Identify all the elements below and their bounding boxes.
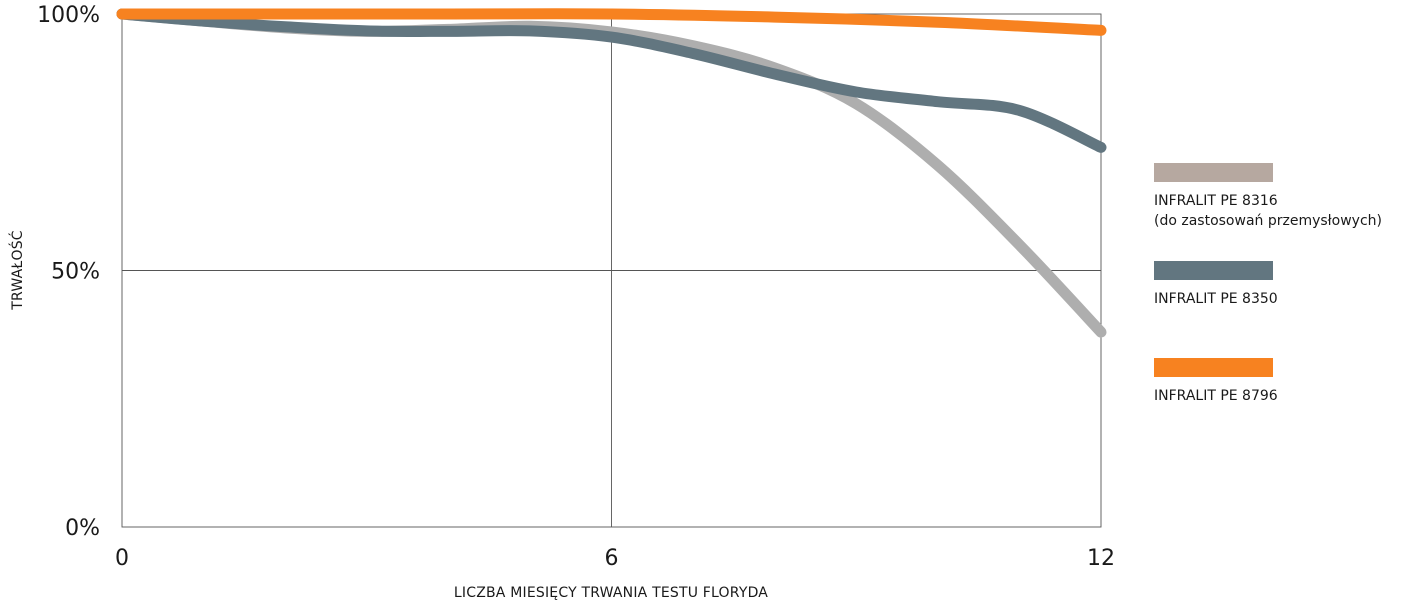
series-lines bbox=[116, 8, 1107, 338]
legend-item-pe-8350: INFRALIT PE 8350 bbox=[1154, 261, 1404, 358]
y-tick-label: 100% bbox=[37, 3, 100, 28]
y-tick-label: 50% bbox=[51, 260, 100, 285]
y-axis-title: TRWAŁOŚĆ bbox=[8, 230, 26, 311]
x-tick-label: 12 bbox=[1087, 546, 1115, 571]
legend-swatch-pe-8350 bbox=[1154, 261, 1273, 280]
x-axis-ticks: 0 6 12 bbox=[115, 546, 1115, 571]
legend-swatch-pe-8796 bbox=[1154, 358, 1273, 377]
legend-item-pe-8796: INFRALIT PE 8796 bbox=[1154, 358, 1404, 406]
series-line-pe-8796 bbox=[116, 8, 1107, 36]
legend-item-pe-8316: INFRALIT PE 8316 (do zastosowań przemysł… bbox=[1154, 163, 1404, 261]
y-tick-label: 0% bbox=[65, 516, 100, 541]
grid bbox=[121, 13, 1102, 528]
x-tick-label: 6 bbox=[605, 546, 619, 571]
legend: INFRALIT PE 8316 (do zastosowań przemysł… bbox=[1154, 163, 1404, 406]
legend-label-pe-8350: INFRALIT PE 8350 bbox=[1154, 291, 1278, 307]
series-line-pe-8350 bbox=[116, 8, 1107, 153]
legend-label-pe-8316: INFRALIT PE 8316 bbox=[1154, 193, 1278, 209]
legend-swatch-pe-8316 bbox=[1154, 163, 1273, 182]
x-axis-title: LICZBA MIESIĘCY TRWANIA TESTU FLORYDA bbox=[454, 585, 768, 601]
y-axis-ticks: 0% 50% 100% bbox=[37, 3, 100, 541]
x-tick-label: 0 bbox=[115, 546, 129, 571]
legend-label-pe-8796: INFRALIT PE 8796 bbox=[1154, 388, 1278, 404]
legend-sublabel-pe-8316: (do zastosowań przemysłowych) bbox=[1154, 213, 1382, 229]
